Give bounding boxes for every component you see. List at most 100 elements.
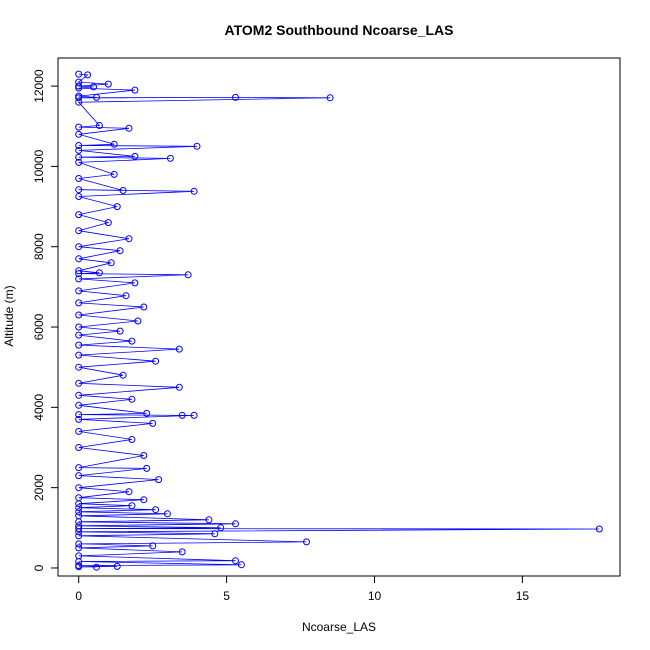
data-point bbox=[166, 154, 174, 162]
y-tick-label: 2000 bbox=[32, 474, 46, 501]
data-point bbox=[75, 186, 83, 194]
data-point bbox=[110, 170, 118, 178]
data-point bbox=[104, 80, 112, 88]
data-point bbox=[75, 146, 83, 154]
data-point bbox=[75, 142, 83, 149]
data-point bbox=[193, 142, 201, 150]
x-tick-label: 15 bbox=[516, 589, 530, 603]
data-point bbox=[75, 84, 83, 92]
data-point bbox=[113, 203, 121, 211]
data-point bbox=[237, 561, 245, 569]
data-point bbox=[84, 71, 92, 79]
data-point bbox=[211, 530, 219, 538]
data-point bbox=[113, 562, 121, 570]
data-point bbox=[125, 235, 133, 243]
data-point bbox=[163, 510, 171, 518]
data-point bbox=[75, 532, 83, 540]
data-point bbox=[75, 401, 83, 409]
y-tick-label: 0 bbox=[32, 564, 46, 571]
data-point bbox=[75, 464, 83, 472]
x-tick-label: 10 bbox=[368, 589, 382, 603]
data-point bbox=[122, 292, 130, 300]
data-point bbox=[75, 351, 83, 359]
data-point bbox=[149, 542, 157, 550]
y-tick-label: 6000 bbox=[32, 313, 46, 340]
data-point bbox=[190, 187, 198, 195]
x-tick-label: 0 bbox=[75, 589, 82, 603]
x-axis-label: Ncoarse_LAS bbox=[302, 620, 376, 634]
data-point bbox=[93, 563, 100, 571]
data-point bbox=[75, 341, 83, 349]
data-point bbox=[232, 520, 239, 528]
data-point bbox=[140, 452, 148, 459]
data-point bbox=[119, 187, 127, 194]
plot-frame bbox=[57, 57, 621, 577]
y-tick-label: 8000 bbox=[32, 233, 46, 260]
series-line bbox=[77, 73, 600, 568]
data-point bbox=[75, 518, 83, 526]
data-point bbox=[152, 506, 160, 514]
y-tick-label: 12000 bbox=[32, 69, 46, 103]
data-point bbox=[128, 337, 136, 345]
data-point bbox=[232, 557, 239, 565]
data-point bbox=[128, 436, 136, 443]
data-point bbox=[178, 548, 186, 556]
data-point bbox=[116, 247, 124, 255]
data-point bbox=[75, 363, 83, 371]
data-point bbox=[125, 488, 133, 496]
data-point bbox=[75, 287, 83, 295]
data-point bbox=[149, 419, 157, 427]
data-point bbox=[152, 357, 160, 365]
data-series bbox=[75, 70, 603, 571]
data-point bbox=[131, 152, 139, 160]
data-point bbox=[131, 279, 139, 287]
data-point bbox=[75, 255, 83, 263]
data-point bbox=[75, 211, 83, 219]
data-point bbox=[75, 227, 83, 235]
data-point bbox=[75, 193, 83, 200]
chart-title: ATOM2 Southbound Ncoarse_LAS bbox=[225, 22, 454, 38]
y-tick-label: 10000 bbox=[32, 149, 46, 183]
data-point bbox=[217, 524, 225, 532]
data-point bbox=[116, 327, 124, 335]
data-point bbox=[75, 525, 83, 533]
data-point bbox=[75, 158, 83, 166]
data-point bbox=[75, 243, 83, 251]
data-point bbox=[75, 323, 83, 331]
data-point bbox=[75, 444, 83, 451]
data-point bbox=[75, 175, 83, 182]
data-point bbox=[134, 317, 142, 325]
data-point bbox=[326, 94, 334, 102]
data-point bbox=[75, 540, 83, 548]
data-point bbox=[75, 484, 83, 492]
data-point bbox=[75, 415, 83, 423]
data-point bbox=[75, 391, 83, 399]
data-point bbox=[104, 219, 112, 227]
data-point bbox=[75, 82, 83, 90]
data-point bbox=[75, 411, 83, 419]
data-point bbox=[175, 345, 183, 353]
data-point bbox=[140, 303, 148, 311]
data-point bbox=[75, 544, 83, 552]
data-point bbox=[93, 93, 100, 101]
data-point bbox=[131, 86, 139, 94]
axis-ticks: 0 5 10 15 0 2000 4000 6000 8000 10000 12000 bbox=[32, 69, 529, 603]
data-point bbox=[125, 124, 133, 132]
data-point bbox=[75, 563, 83, 571]
data-point bbox=[75, 70, 83, 78]
data-point bbox=[107, 259, 115, 267]
data-point bbox=[75, 500, 83, 508]
data-point bbox=[75, 267, 83, 275]
data-point bbox=[75, 270, 83, 278]
data-point bbox=[75, 130, 83, 138]
data-point bbox=[75, 528, 83, 536]
data-point bbox=[75, 94, 83, 102]
data-point bbox=[75, 558, 83, 565]
data-point bbox=[75, 153, 83, 161]
data-point bbox=[95, 269, 103, 277]
data-point bbox=[128, 395, 136, 403]
data-point bbox=[140, 496, 148, 504]
data-point bbox=[595, 525, 603, 533]
data-point bbox=[75, 504, 83, 512]
